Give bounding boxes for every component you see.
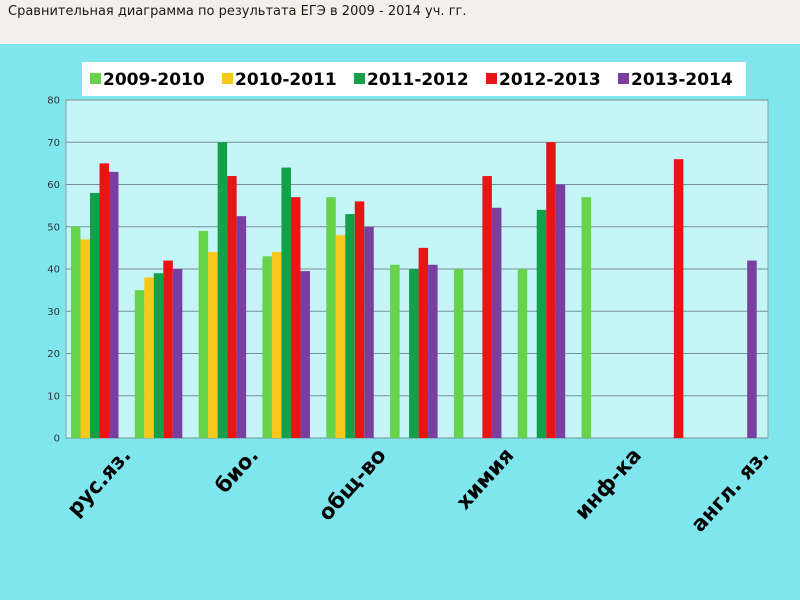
bar bbox=[163, 260, 173, 438]
bar bbox=[326, 197, 336, 438]
bar bbox=[536, 209, 547, 438]
legend-label: 2009-2010 bbox=[103, 70, 205, 90]
legend-swatch bbox=[618, 73, 629, 84]
bar bbox=[90, 192, 100, 438]
legend-swatch bbox=[354, 73, 365, 84]
bar bbox=[300, 271, 310, 438]
bar bbox=[453, 269, 464, 438]
bar bbox=[546, 142, 556, 438]
x-category-label: рус.яз. bbox=[62, 443, 135, 521]
y-tick-label: 20 bbox=[47, 349, 60, 360]
bar bbox=[134, 290, 145, 438]
bar bbox=[673, 159, 684, 438]
y-tick-label: 70 bbox=[47, 138, 60, 149]
y-tick-label: 80 bbox=[47, 96, 60, 107]
bar bbox=[80, 239, 90, 438]
bar bbox=[208, 252, 218, 438]
legend-box bbox=[82, 62, 746, 96]
bar-chart: 0 10 20 30 40 50 60 70 80 рус.яз. био. общ-во химия… bbox=[47, 62, 774, 537]
x-axis-labels: рус.яз. био. общ-во химия инф-ка англ. яз. bbox=[62, 443, 773, 536]
y-tick-label: 60 bbox=[47, 180, 60, 191]
bar bbox=[364, 226, 374, 438]
legend: 2009-2010 2010-2011 2011-2012 2012-2013 2013… bbox=[82, 62, 746, 96]
bar bbox=[747, 260, 757, 438]
legend-swatch bbox=[90, 73, 101, 84]
bar bbox=[290, 197, 301, 438]
bar bbox=[271, 252, 282, 438]
bars bbox=[71, 142, 757, 439]
legend-label: 2010-2011 bbox=[235, 70, 337, 90]
bar bbox=[99, 163, 109, 438]
legend-label: 2013-2014 bbox=[631, 70, 733, 90]
bar bbox=[335, 235, 346, 438]
bar bbox=[198, 230, 209, 438]
bar bbox=[153, 273, 164, 438]
bar bbox=[262, 256, 272, 438]
bar bbox=[71, 226, 81, 438]
bar bbox=[109, 171, 119, 438]
legend-label: 2011-2012 bbox=[367, 70, 469, 90]
x-category-label: общ-во bbox=[314, 443, 391, 525]
bar bbox=[491, 207, 502, 438]
slide-header: Сравнительная диаграмма по результата ЕГ… bbox=[0, 0, 800, 44]
x-category-label: химия bbox=[451, 443, 518, 514]
legend-swatch bbox=[486, 73, 497, 84]
bar bbox=[236, 216, 247, 438]
y-tick-label: 50 bbox=[47, 222, 60, 233]
bar bbox=[144, 277, 154, 438]
bar bbox=[172, 269, 183, 438]
bar bbox=[390, 264, 400, 438]
bar bbox=[581, 197, 592, 438]
x-category-label: био. bbox=[211, 443, 263, 498]
y-tick-label: 0 bbox=[54, 434, 60, 445]
x-category-label: англ. яз. bbox=[686, 443, 773, 536]
bar bbox=[482, 176, 492, 439]
grid-lines bbox=[66, 99, 768, 439]
bar bbox=[354, 201, 365, 438]
chart-canvas: 0 10 20 30 40 50 60 70 80 рус.яз. био. общ-во химия… bbox=[0, 44, 800, 600]
x-category-label: инф-ка bbox=[570, 443, 646, 524]
bar bbox=[517, 269, 528, 438]
bar bbox=[555, 184, 566, 438]
bar bbox=[428, 264, 438, 438]
bar bbox=[281, 167, 291, 438]
slide-title: Сравнительная диаграмма по результата ЕГ… bbox=[8, 4, 467, 19]
bar bbox=[345, 214, 355, 438]
legend-label: 2012-2013 bbox=[499, 70, 601, 90]
bar bbox=[217, 142, 228, 438]
y-axis-ticks: 0 10 20 30 40 50 60 70 80 bbox=[47, 96, 60, 445]
y-tick-label: 30 bbox=[47, 307, 60, 318]
y-tick-label: 10 bbox=[47, 391, 60, 402]
bar bbox=[227, 176, 237, 439]
bar bbox=[409, 269, 419, 438]
legend-swatch bbox=[222, 73, 233, 84]
y-tick-label: 40 bbox=[47, 265, 60, 276]
bar bbox=[418, 247, 429, 438]
